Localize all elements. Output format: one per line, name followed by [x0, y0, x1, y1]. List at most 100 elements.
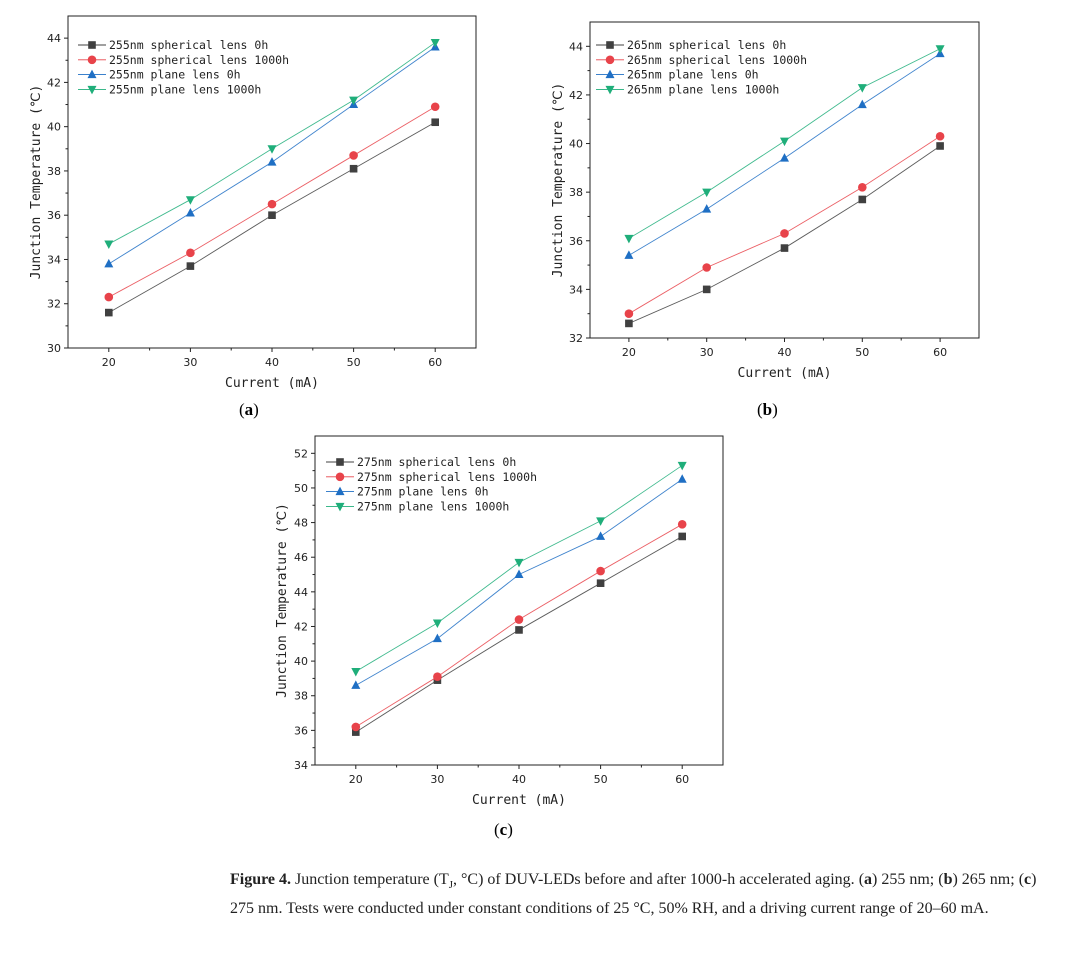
- x-tick-label: 40: [778, 346, 792, 359]
- y-tick-label: 38: [294, 690, 308, 703]
- data-point: [267, 199, 277, 209]
- data-point: [780, 137, 789, 147]
- data-point: [352, 728, 360, 736]
- panel-label-c: (c): [494, 820, 513, 839]
- data-point: [624, 234, 634, 244]
- y-tick-label: 34: [47, 253, 61, 266]
- data-point: [185, 207, 195, 217]
- chart-b-svg: 20 30 40 50 60 32 34 36 38 40 42 44 Current (mA) Junc…: [551, 21, 980, 381]
- y-tick-label: 38: [47, 165, 61, 178]
- y-axis-label: Junction Temperature (℃): [29, 85, 44, 280]
- legend-marker: [606, 41, 614, 49]
- legend-label: 265nm spherical lens 1000h: [627, 53, 807, 67]
- y-tick-label: 50: [294, 482, 308, 495]
- y-tick-label: 34: [294, 759, 308, 772]
- figure-caption: Figure 4. Junction temperature (TJ, °C) …: [230, 871, 1037, 918]
- chart-panel-b: 20 30 40 50 60 32 34 36 38 40 42 44 Current (mA) Junc…: [540, 0, 995, 390]
- y-tick-label: 42: [569, 89, 583, 102]
- data-point: [432, 619, 442, 629]
- x-tick-label: 40: [265, 356, 279, 369]
- caption-part-a-text: 255 nm;: [881, 871, 935, 888]
- data-point: [349, 151, 358, 160]
- caption-title: Figure 4.: [230, 871, 292, 888]
- data-point: [624, 309, 634, 318]
- data-point: [677, 474, 687, 483]
- data-point: [596, 517, 606, 526]
- y-tick-label: 42: [294, 620, 308, 633]
- y-tick-label: 48: [294, 517, 308, 530]
- panel-label-b: (b): [757, 400, 778, 419]
- x-axis-label: Current (mA): [472, 793, 566, 808]
- caption-text-2: , °C) of DUV-LEDs before and after 1000-…: [453, 871, 855, 888]
- data-point: [780, 244, 789, 252]
- series-2: [624, 48, 945, 259]
- y-axis-label: Junction Temperature (℃): [551, 83, 566, 278]
- data-point: [349, 96, 359, 106]
- data-point: [104, 292, 114, 302]
- data-point: [780, 229, 789, 238]
- series-1: [104, 102, 440, 302]
- data-point: [431, 118, 439, 127]
- data-point: [267, 145, 277, 154]
- legend-label: 255nm spherical lens 1000h: [109, 53, 289, 67]
- data-point: [677, 520, 687, 529]
- series-line: [628, 135, 941, 315]
- series-0: [105, 118, 439, 317]
- x-tick-label: 20: [622, 346, 636, 359]
- x-axis-label: Current (mA): [738, 366, 832, 381]
- x-tick-label: 60: [428, 356, 442, 369]
- data-point: [857, 99, 867, 109]
- legend-marker: [87, 85, 97, 95]
- y-tick-label: 36: [47, 209, 61, 222]
- chart-c-svg: 20 30 40 50 60 34 36 38 40 42 44 46 48 50 52 Current (m…: [275, 435, 724, 808]
- y-tick-label: 40: [294, 655, 308, 668]
- chart-panel-c: 20 30 40 50 60 34 36 38 40 42 44 46 48 50 52 Current (m…: [260, 420, 740, 818]
- x-tick-label: 30: [430, 773, 444, 786]
- data-point: [433, 672, 442, 681]
- y-axis-label: Junction Temperature (℃): [275, 503, 290, 698]
- series-3: [351, 461, 687, 677]
- data-point: [935, 45, 945, 54]
- caption-part-b: b: [943, 871, 953, 888]
- legend-label: 275nm spherical lens 1000h: [357, 470, 537, 484]
- data-point: [514, 558, 524, 568]
- series-2: [104, 41, 440, 268]
- legend-label: 265nm spherical lens 0h: [627, 38, 786, 52]
- y-tick-label: 32: [569, 332, 583, 345]
- x-tick-label: 50: [855, 346, 869, 359]
- data-point: [186, 262, 195, 270]
- legend-marker: [87, 69, 97, 79]
- legend-label: 265nm plane lens 1000h: [627, 82, 779, 96]
- series-line: [355, 523, 683, 728]
- caption-subscript: J: [448, 879, 454, 892]
- data-point: [351, 722, 361, 732]
- legend-marker: [605, 85, 615, 95]
- data-point: [780, 153, 789, 162]
- legend-label: 265nm plane lens 0h: [627, 68, 759, 82]
- data-point: [702, 285, 711, 294]
- legend-label: 275nm spherical lens 0h: [357, 455, 516, 469]
- legend-marker: [605, 69, 615, 79]
- data-point: [702, 188, 712, 198]
- data-point: [858, 195, 867, 204]
- y-tick-label: 32: [47, 298, 61, 311]
- data-point: [624, 250, 634, 259]
- legend-label: 255nm plane lens 1000h: [109, 82, 261, 96]
- data-point: [104, 258, 114, 268]
- data-point: [935, 131, 945, 141]
- data-point: [430, 102, 440, 112]
- series-1: [351, 520, 687, 732]
- legend-marker: [88, 41, 96, 49]
- caption-part-c-text: 275 nm. Tests were conducted under const…: [230, 900, 989, 918]
- data-point: [625, 319, 633, 328]
- y-tick-label: 38: [569, 186, 583, 199]
- data-point: [514, 615, 524, 624]
- legend-label: 255nm spherical lens 0h: [109, 38, 268, 52]
- x-tick-label: 50: [594, 773, 608, 786]
- data-point: [596, 566, 605, 576]
- legend-label: 255nm plane lens 0h: [109, 68, 241, 82]
- legend-label: 275nm plane lens 1000h: [357, 499, 509, 513]
- y-tick-label: 40: [569, 138, 583, 151]
- x-tick-label: 60: [933, 346, 947, 359]
- data-point: [351, 667, 361, 677]
